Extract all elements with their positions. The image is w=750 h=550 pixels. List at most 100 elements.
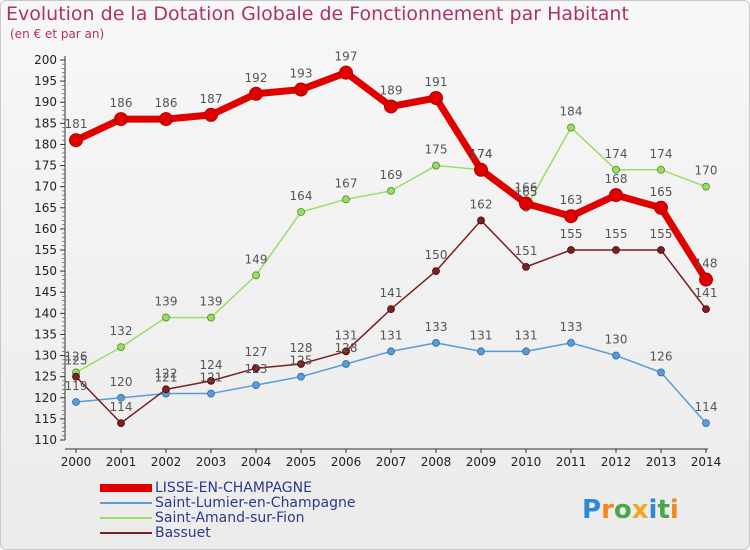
data-point: [657, 368, 665, 377]
data-label: 131: [470, 328, 493, 342]
data-point: [657, 246, 665, 254]
data-label: 114: [110, 400, 133, 414]
data-label: 122: [155, 366, 178, 380]
x-tick-label: 2007: [376, 455, 407, 469]
data-label: 114: [695, 400, 718, 414]
data-point: [609, 188, 623, 203]
y-tick-label: 120: [34, 391, 57, 405]
data-point: [339, 65, 353, 80]
data-label: 119: [65, 379, 88, 393]
data-label: 184: [560, 105, 583, 119]
data-label: 125: [65, 354, 88, 368]
data-point: [297, 360, 305, 368]
data-label: 174: [470, 147, 493, 161]
data-point: [297, 208, 305, 216]
x-tick-label: 2002: [151, 455, 182, 469]
y-tick-label: 200: [34, 53, 57, 67]
data-point: [207, 376, 215, 385]
data-label: 141: [695, 286, 718, 300]
data-label: 163: [560, 193, 583, 207]
legend: LISSE-EN-CHAMPAGNESaint-Lumier-en-Champa…: [100, 480, 356, 541]
data-point: [612, 246, 620, 254]
data-label: 131: [515, 328, 538, 342]
data-point: [702, 182, 710, 191]
data-point: [567, 123, 575, 132]
y-tick-label: 185: [34, 116, 57, 130]
data-point: [162, 385, 170, 394]
data-label: 124: [200, 358, 223, 372]
data-label: 186: [110, 96, 133, 110]
data-point: [702, 419, 710, 428]
data-point: [384, 99, 398, 114]
data-point: [297, 372, 305, 381]
data-label: 189: [380, 83, 403, 97]
data-point: [522, 347, 530, 356]
y-tick-label: 145: [34, 285, 57, 299]
chart-title: Evolution de la Dotation Globale de Fonc…: [6, 3, 629, 25]
logo-letter: o: [614, 495, 632, 525]
data-label: 187: [200, 92, 223, 106]
legend-item: LISSE-EN-CHAMPAGNE: [155, 480, 312, 496]
data-point: [522, 262, 530, 271]
y-tick-label: 115: [34, 412, 57, 426]
data-point: [387, 305, 395, 314]
data-point: [519, 196, 533, 211]
data-label: 127: [245, 345, 268, 359]
data-point: [162, 313, 170, 322]
data-label: 170: [695, 164, 718, 178]
data-label: 120: [110, 375, 133, 389]
data-point: [654, 200, 668, 215]
data-label: 155: [560, 227, 583, 241]
data-label: 174: [650, 147, 673, 161]
data-label: 141: [380, 286, 403, 300]
data-label: 165: [515, 185, 538, 199]
logo-letter: i: [670, 495, 679, 525]
data-point: [612, 165, 620, 174]
x-tick-label: 2012: [601, 455, 632, 469]
y-tick-label: 160: [34, 222, 57, 236]
logo-letter: t: [657, 495, 669, 525]
data-point: [252, 364, 260, 373]
data-point: [432, 338, 440, 347]
data-point: [699, 272, 713, 287]
data-label: 148: [695, 257, 718, 271]
data-point: [702, 305, 710, 314]
data-point: [432, 161, 440, 170]
x-tick-label: 2011: [556, 455, 587, 469]
data-label: 155: [650, 227, 673, 241]
data-label: 150: [425, 248, 448, 262]
data-point: [567, 246, 575, 254]
data-point: [432, 267, 440, 276]
y-tick-label: 165: [34, 201, 57, 215]
data-label: 121: [200, 371, 223, 385]
data-point: [567, 338, 575, 347]
data-label: 155: [605, 227, 628, 241]
data-point: [72, 372, 80, 381]
logo-letter: x: [632, 495, 649, 525]
data-label: 131: [335, 328, 358, 342]
x-tick-label: 2013: [646, 455, 677, 469]
data-point: [114, 112, 128, 127]
data-point: [69, 133, 83, 148]
x-tick-label: 2001: [106, 455, 137, 469]
data-label: 139: [155, 295, 178, 309]
data-point: [252, 271, 260, 280]
data-point: [207, 389, 215, 398]
y-tick-label: 155: [34, 243, 57, 257]
data-label: 197: [335, 50, 358, 64]
data-label: 181: [65, 117, 88, 131]
y-tick-label: 125: [34, 370, 57, 384]
data-point: [117, 343, 125, 352]
data-label: 131: [380, 328, 403, 342]
x-tick-label: 2009: [466, 455, 497, 469]
logo-letter: r: [601, 495, 614, 525]
data-label: 192: [245, 71, 268, 85]
data-label: 126: [65, 349, 88, 363]
data-point: [477, 216, 485, 225]
data-label: 133: [560, 320, 583, 334]
x-tick-label: 2003: [196, 455, 227, 469]
data-label: 126: [650, 349, 673, 363]
y-tick-label: 130: [34, 349, 57, 363]
data-label: 132: [110, 324, 133, 338]
